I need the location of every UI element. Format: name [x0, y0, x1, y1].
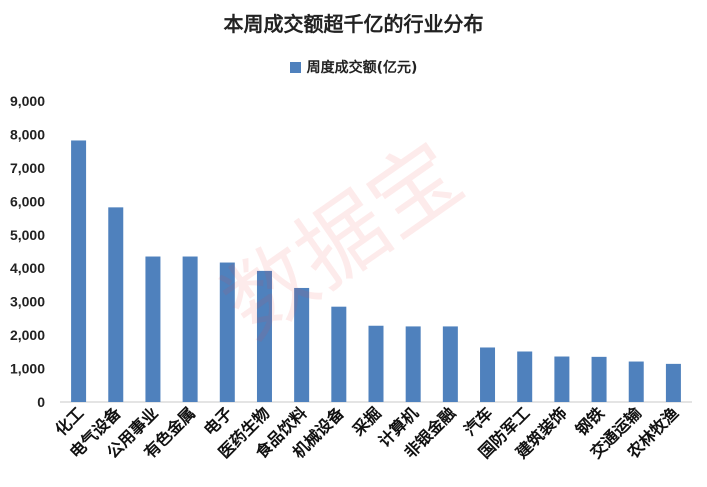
legend: 周度成交额(亿元) [0, 57, 707, 77]
bar [331, 306, 347, 402]
y-tick-label: 1,000 [10, 361, 45, 377]
bar [71, 140, 87, 402]
y-tick-label: 3,000 [10, 294, 45, 310]
y-tick-label: 7,000 [10, 160, 45, 176]
bar [480, 347, 496, 402]
y-tick-label: 6,000 [10, 193, 45, 209]
bar [219, 262, 235, 402]
y-tick-label: 2,000 [10, 327, 45, 343]
bar [405, 326, 421, 402]
bar [182, 256, 198, 402]
bar [294, 287, 310, 402]
y-tick-label: 0 [37, 394, 45, 410]
chart-title: 本周成交额超千亿的行业分布 [223, 12, 484, 36]
bar [145, 256, 161, 402]
bar [554, 356, 570, 402]
y-tick-label: 5,000 [10, 227, 45, 243]
y-tick-label: 4,000 [10, 260, 45, 276]
bar [108, 207, 124, 402]
bar [256, 270, 272, 402]
y-tick-label: 9,000 [10, 93, 45, 109]
bar [442, 326, 458, 402]
bar [591, 356, 607, 402]
bar [628, 361, 644, 402]
bar [517, 351, 533, 402]
y-tick-label: 8,000 [10, 126, 45, 142]
bar [665, 363, 681, 402]
bar [368, 325, 384, 402]
legend-swatch [289, 61, 301, 73]
legend-label: 周度成交额(亿元) [306, 60, 418, 76]
